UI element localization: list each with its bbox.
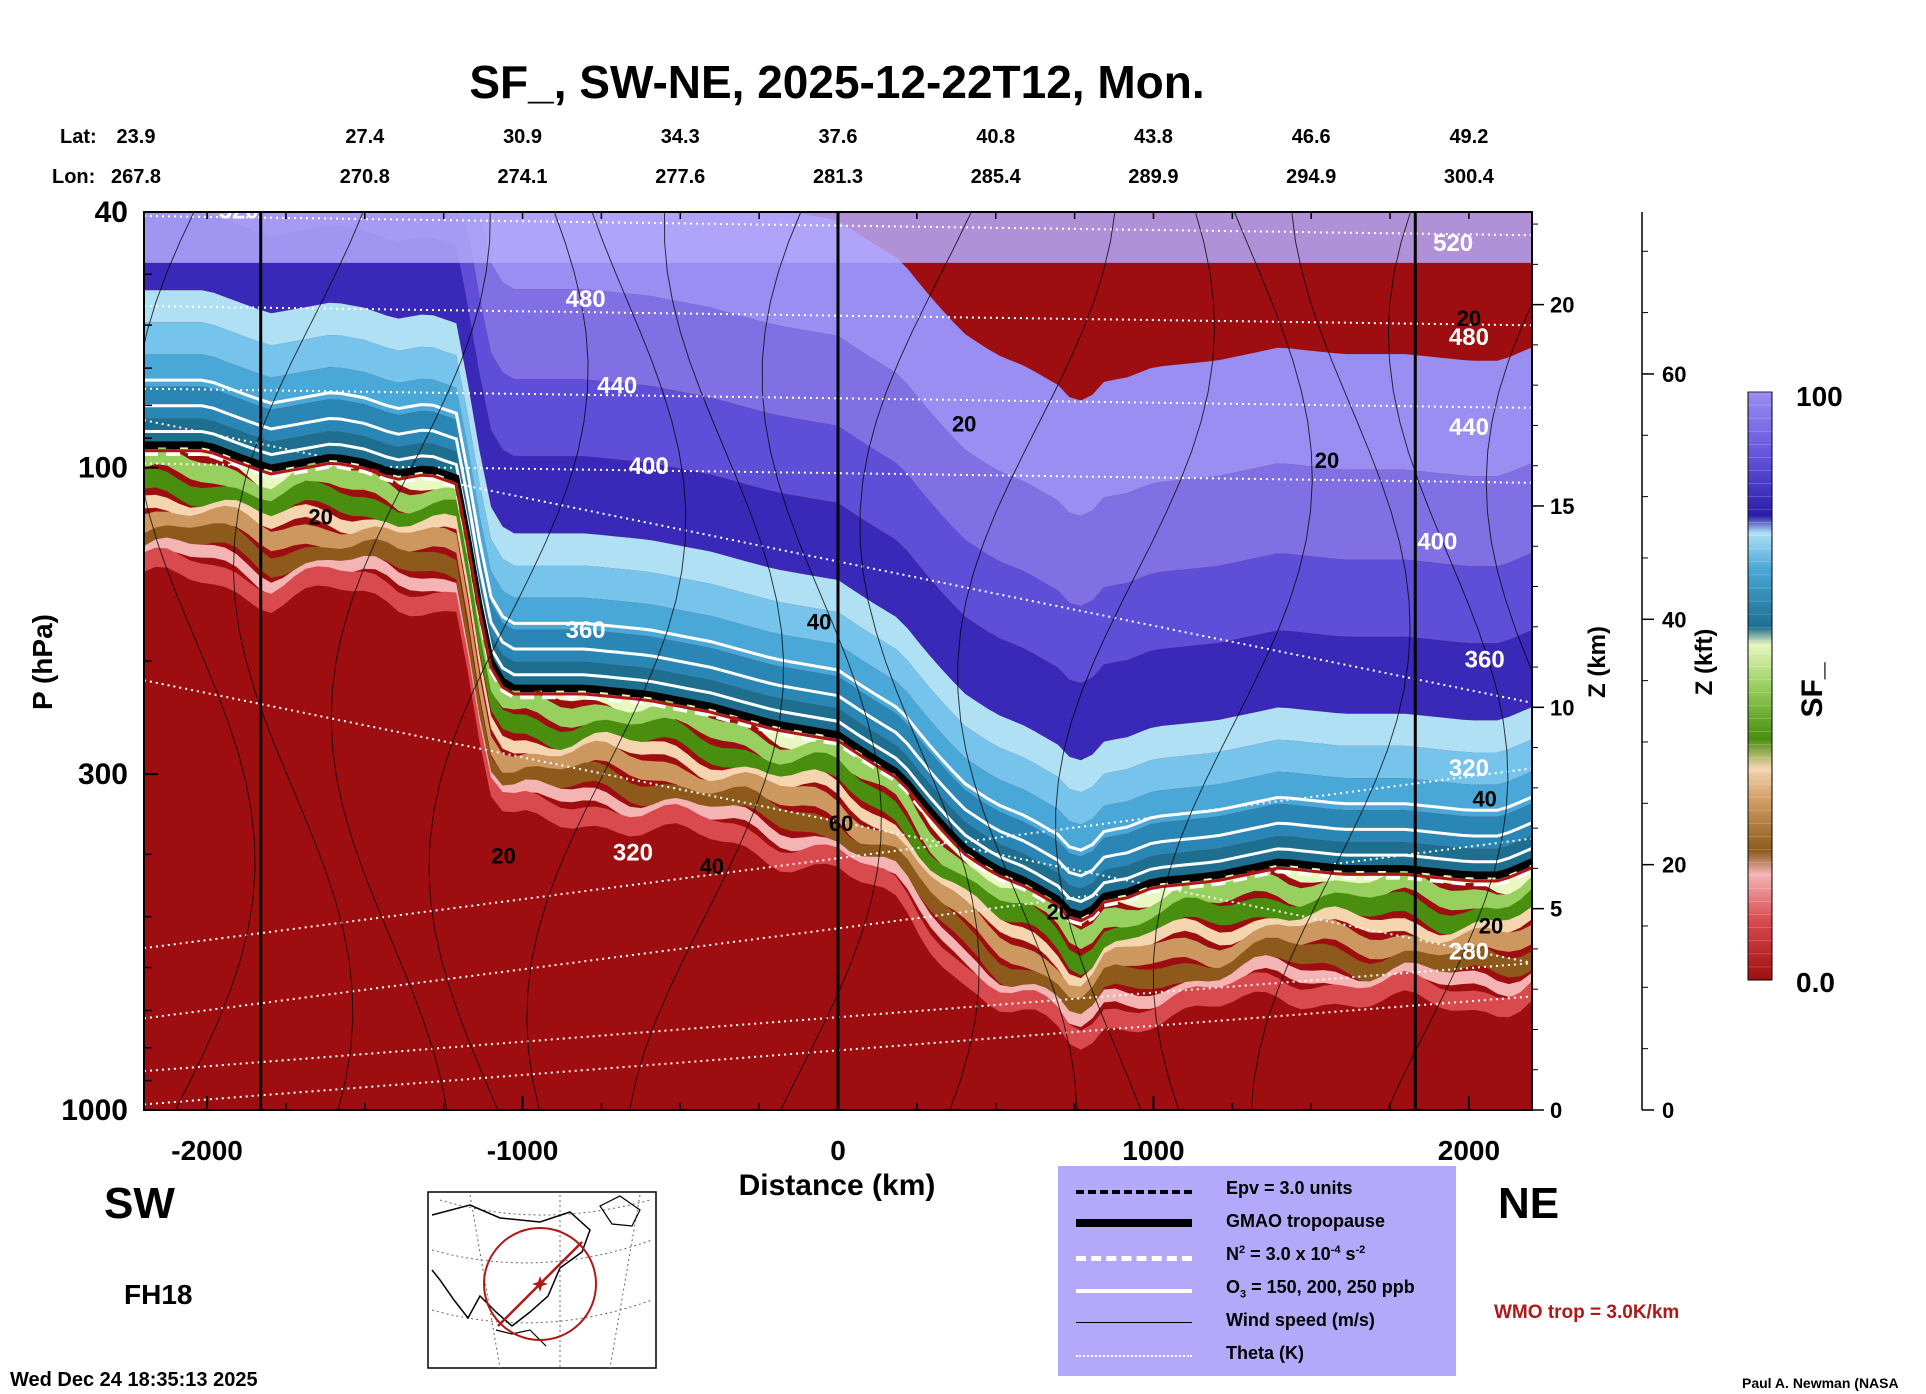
- lon-value: 289.9: [1128, 166, 1178, 188]
- wind-label: 20: [491, 844, 515, 869]
- lon-value: 267.8: [111, 166, 161, 188]
- theta-label: 440: [1449, 414, 1489, 441]
- legend-label-gmao: GMAO tropopause: [1226, 1211, 1385, 1232]
- lon-value: 294.9: [1286, 166, 1336, 188]
- z-kft-tick-label: 0: [1662, 1098, 1674, 1123]
- sw-label: SW: [104, 1179, 175, 1228]
- lat-value: 34.3: [661, 126, 700, 148]
- legend-item-epv: Epv = 3.0 units: [1058, 1174, 1456, 1206]
- lat-value: 49.2: [1449, 126, 1488, 148]
- theta-label: 320: [613, 840, 653, 867]
- legend-item-wind: Wind speed (m/s): [1058, 1306, 1456, 1338]
- colorbar-tick-max: 100: [1796, 381, 1843, 412]
- z-km-axis-label: Z (km): [1584, 626, 1611, 698]
- z-kft-tick-label: 60: [1662, 362, 1686, 387]
- lat-value: 23.9: [117, 126, 156, 148]
- legend-swatch-o3: [1076, 1289, 1192, 1293]
- forecast-hour: FH18: [124, 1279, 192, 1310]
- legend-label-epv: Epv = 3.0 units: [1226, 1178, 1353, 1199]
- chart-title: SF_, SW-NE, 2025-12-22T12, Mon.: [469, 56, 1204, 108]
- legend-swatch-theta: [1076, 1355, 1192, 1357]
- wind-label: 40: [807, 610, 831, 635]
- z-kft-tick-label: 40: [1662, 607, 1686, 632]
- legend-swatch-n2: [1076, 1256, 1192, 1261]
- wind-label: 20: [308, 504, 332, 529]
- wind-label: 20: [1479, 913, 1503, 938]
- lon-value: 277.6: [655, 166, 705, 188]
- theta-label: 440: [597, 373, 637, 400]
- x-tick-label: -2000: [171, 1135, 243, 1166]
- lon-label: Lon:: [52, 166, 95, 188]
- wind-label: 20: [952, 411, 976, 436]
- lat-label: Lat:: [60, 126, 97, 148]
- wmo-trop-label: WMO trop = 3.0K/km: [1494, 1302, 1679, 1323]
- y-tick-label: 100: [78, 452, 128, 485]
- y-tick-label: 300: [78, 758, 128, 791]
- colorbar: [1748, 392, 1772, 980]
- legend-item-o3: O3 = 150, 200, 250 ppb: [1058, 1273, 1456, 1305]
- theta-label: 360: [1465, 646, 1505, 673]
- y-tick-label: 40: [95, 196, 128, 229]
- x-axis-label: Distance (km): [739, 1169, 936, 1202]
- lat-value: 43.8: [1134, 126, 1173, 148]
- colorbar-tick-min: 0.0: [1796, 967, 1835, 998]
- z-km-tick-label: 5: [1550, 897, 1562, 922]
- legend-label-o3: O3 = 150, 200, 250 ppb: [1226, 1277, 1415, 1301]
- timestamp: Wed Dec 24 18:35:13 2025: [10, 1369, 258, 1391]
- y-tick-label: 1000: [61, 1094, 128, 1127]
- wind-label: 20: [1457, 306, 1481, 331]
- legend-swatch-epv: [1076, 1190, 1192, 1194]
- theta-label: 280: [1449, 939, 1489, 966]
- z-kft-axis-label: Z (kft): [1691, 629, 1718, 696]
- lon-value: 270.8: [340, 166, 390, 188]
- theta-label: 520: [1433, 230, 1473, 257]
- theta-label: 400: [1417, 528, 1457, 555]
- wind-label: 40: [700, 854, 724, 879]
- legend-label-theta: Theta (K): [1226, 1343, 1304, 1364]
- z-km-tick-label: 20: [1550, 293, 1574, 318]
- lon-value: 274.1: [498, 166, 548, 188]
- z-kft-tick-label: 20: [1662, 853, 1686, 878]
- colorbar-label: SF_: [1796, 662, 1829, 717]
- lon-value: 300.4: [1444, 166, 1495, 188]
- legend-swatch-wind: [1076, 1322, 1192, 1323]
- legend-item-n2: N2 = 3.0 x 10-4 s-2: [1058, 1240, 1456, 1272]
- lat-value: 46.6: [1292, 126, 1331, 148]
- legend-label-n2: N2 = 3.0 x 10-4 s-2: [1226, 1244, 1365, 1265]
- x-tick-label: 2000: [1438, 1135, 1500, 1166]
- lat-value: 37.6: [819, 126, 858, 148]
- lat-value: 30.9: [503, 126, 542, 148]
- wind-label: 40: [1472, 787, 1496, 812]
- legend-item-gmao: GMAO tropopause: [1058, 1207, 1456, 1239]
- inset-map: [428, 1192, 656, 1368]
- theta-label: 480: [566, 286, 606, 313]
- x-tick-label: 0: [830, 1135, 846, 1166]
- lat-value: 40.8: [976, 126, 1015, 148]
- z-km-tick-label: 0: [1550, 1098, 1562, 1123]
- z-km-tick-label: 10: [1550, 695, 1574, 720]
- legend-item-theta: Theta (K): [1058, 1339, 1456, 1371]
- theta-label: 520: [219, 197, 259, 224]
- z-km-tick-label: 15: [1550, 494, 1574, 519]
- theta-label: 400: [629, 453, 669, 480]
- legend-swatch-gmao: [1076, 1219, 1192, 1227]
- lat-value: 27.4: [345, 126, 385, 148]
- wind-label: 60: [829, 811, 853, 836]
- wind-label: 20: [1315, 448, 1339, 473]
- lon-value: 281.3: [813, 166, 863, 188]
- ne-label: NE: [1498, 1179, 1559, 1228]
- legend-label-wind: Wind speed (m/s): [1226, 1310, 1375, 1331]
- y-axis-label: P (hPa): [27, 614, 58, 710]
- lon-value: 285.4: [971, 166, 1022, 188]
- x-tick-label: 1000: [1122, 1135, 1184, 1166]
- theta-label: 320: [1449, 755, 1489, 782]
- legend: Epv = 3.0 units GMAO tropopause N2 = 3.0…: [1058, 1166, 1456, 1376]
- x-tick-label: -1000: [487, 1135, 559, 1166]
- credit: Paul A. Newman (NASA: [1742, 1375, 1899, 1391]
- wind-label: 20: [1047, 900, 1071, 925]
- theta-label: 360: [566, 617, 606, 644]
